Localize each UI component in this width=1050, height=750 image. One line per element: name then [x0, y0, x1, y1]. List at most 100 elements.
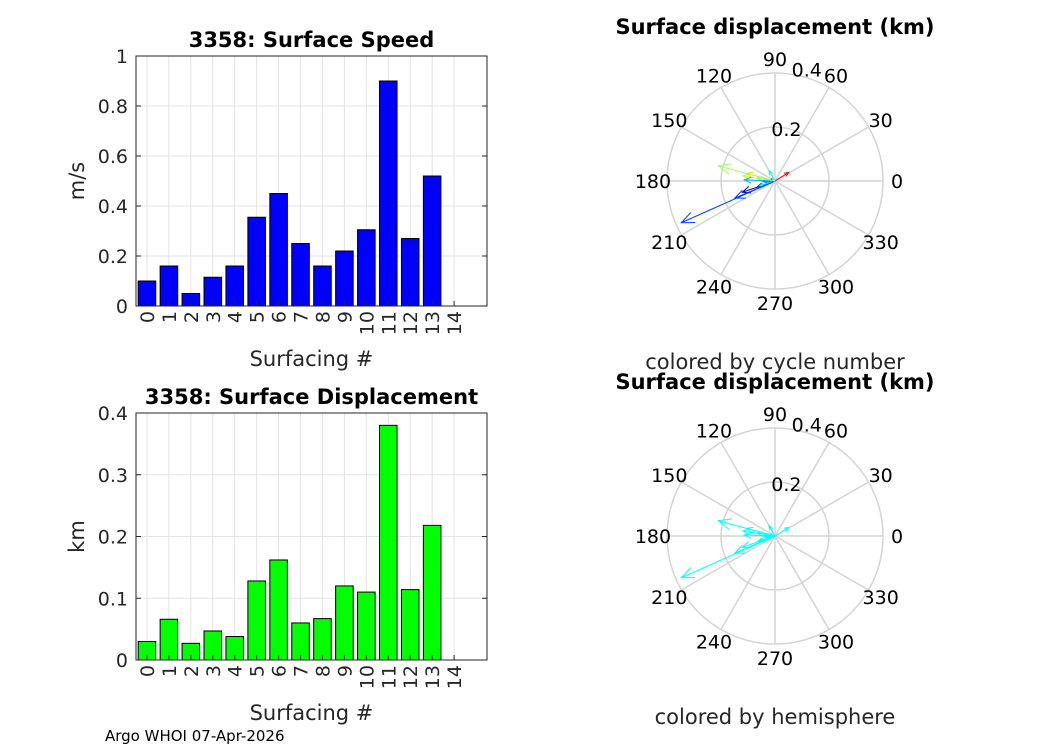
displacement-vector	[681, 535, 776, 579]
vector-arrowhead	[742, 531, 752, 539]
displacement-vector	[774, 526, 790, 537]
bar	[291, 622, 310, 661]
bar	[313, 265, 332, 307]
y-tick-label: 0.3	[98, 465, 128, 487]
bar	[269, 193, 288, 307]
x-tick-label: 8	[312, 665, 334, 677]
x-tick-label: 13	[422, 311, 444, 335]
angle-label: 330	[863, 587, 899, 609]
radial-tick-label: 0.2	[771, 474, 801, 496]
displacement-vector	[744, 534, 776, 537]
bar	[225, 265, 244, 307]
x-tick-label: 10	[356, 665, 378, 689]
bar	[159, 618, 179, 661]
x-tick-label: 7	[291, 665, 313, 677]
bar	[400, 238, 420, 307]
axes-box	[135, 55, 488, 307]
speed-bar-chart: 00.20.40.60.810 1 2 3 4 5 6 7 8 9 10 11 12 13 143358: …	[65, 28, 488, 371]
angle-label: 120	[696, 420, 732, 442]
x-tick-label: 9	[334, 665, 356, 677]
x-tick-label: 8	[312, 311, 334, 323]
y-tick-label: 1	[116, 46, 128, 68]
x-tick-label: 11	[378, 311, 400, 335]
bar	[357, 229, 376, 307]
angle-label: 330	[863, 232, 899, 254]
angle-label: 0	[891, 171, 903, 193]
x-tick-label: 2	[181, 311, 203, 323]
displacement-vector	[681, 180, 776, 224]
angle-label: 60	[824, 420, 848, 442]
bar	[335, 585, 354, 661]
vector-arrowhead	[733, 544, 746, 554]
y-tick-label: 0.8	[98, 96, 128, 118]
angle-label: 270	[757, 648, 793, 670]
angle-label: 180	[635, 171, 671, 193]
x-tick-label: 6	[269, 665, 291, 677]
bar	[400, 589, 420, 661]
x-tick-label: 3	[203, 311, 225, 323]
angle-label: 210	[651, 232, 687, 254]
bar	[291, 243, 310, 307]
displacement-vector	[718, 165, 776, 182]
angle-label: 90	[763, 404, 787, 426]
radial-tick-label: 0.4	[792, 415, 822, 437]
vector-arrowhead	[783, 526, 790, 532]
y-tick-label: 0	[116, 650, 128, 672]
x-tick-label: 5	[247, 665, 269, 677]
bar	[247, 216, 266, 307]
vector-arrowhead	[768, 524, 774, 531]
radial-tick-label: 0.4	[792, 60, 822, 82]
x-tick-label: 5	[247, 311, 269, 323]
compass-caption: colored by hemisphere	[655, 705, 896, 729]
compass-title: Surface displacement (km)	[615, 15, 934, 39]
compass-plot-hemisphere: 0 30 60 90 120 150 180 210 240 270 300 330 0.2 0.4 Sur…	[615, 370, 934, 729]
x-tick-label: 3	[203, 665, 225, 677]
angle-label: 30	[869, 110, 893, 132]
compass-plot-cycle: 0 30 60 90 120 150 180 210 240 270 300 330 0.2 0.4 Sur…	[615, 15, 934, 374]
y-tick-label: 0.1	[98, 588, 128, 610]
chart-title: 3358: Surface Displacement	[145, 385, 478, 409]
bar	[379, 80, 398, 307]
bar	[247, 580, 266, 661]
y-tick-label: 0.4	[98, 196, 128, 218]
bar	[335, 250, 354, 307]
vector-arrowhead	[680, 567, 696, 579]
bar	[422, 175, 442, 307]
x-tick-label: 12	[400, 311, 422, 335]
angle-label: 300	[818, 277, 854, 299]
x-tick-label: 13	[422, 665, 444, 689]
x-tick-label: 11	[378, 665, 400, 689]
y-tick-label: 0	[116, 296, 128, 318]
angle-label: 270	[757, 293, 793, 315]
vector-arrowhead	[680, 212, 696, 224]
displacement-vector	[768, 170, 776, 182]
angle-label: 120	[696, 65, 732, 87]
angle-label: 240	[696, 277, 732, 299]
x-tick-label: 9	[334, 311, 356, 323]
x-tick-label: 12	[400, 665, 422, 689]
angle-label: 60	[824, 65, 848, 87]
angle-label: 150	[651, 110, 687, 132]
compass-title: Surface displacement (km)	[615, 370, 934, 394]
chart-title: 3358: Surface Speed	[189, 28, 435, 52]
x-axis-label: Surfacing #	[250, 347, 374, 371]
x-tick-label: 4	[225, 665, 247, 677]
displacement-vector	[768, 525, 776, 537]
y-tick-label: 0.6	[98, 146, 128, 168]
bar	[269, 559, 288, 661]
x-tick-label: 6	[269, 311, 291, 323]
radial-tick-label: 0.2	[771, 119, 801, 141]
angle-label: 210	[651, 587, 687, 609]
bar	[159, 265, 179, 307]
footer-credit: Argo WHOI 07-Apr-2026	[105, 727, 285, 745]
x-tick-label: 14	[444, 311, 466, 335]
vector-arrowhead	[768, 169, 774, 176]
x-tick-label: 7	[291, 311, 313, 323]
x-tick-label: 0	[137, 311, 159, 323]
angle-label: 0	[891, 526, 903, 548]
angle-label: 300	[818, 632, 854, 654]
displacement-vector	[774, 171, 790, 182]
x-tick-label: 1	[159, 665, 181, 677]
bar	[357, 591, 376, 661]
